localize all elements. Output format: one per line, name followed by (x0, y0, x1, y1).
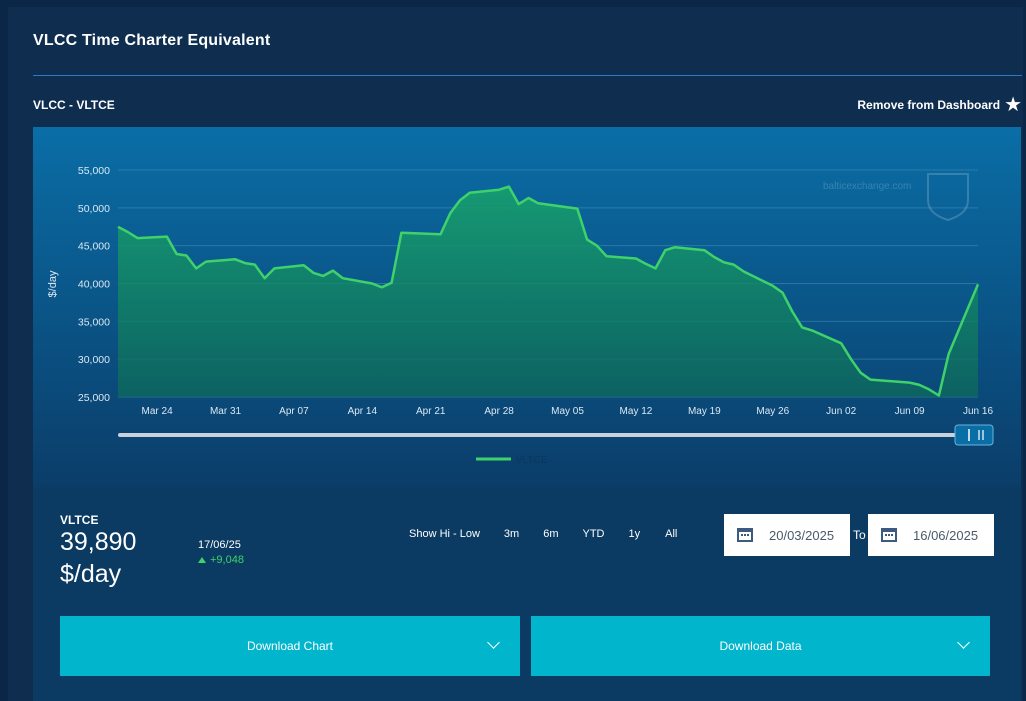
stats-panel: VLTCE 39,890 $/day 17/06/25 +9,048 Show … (33, 487, 1021, 701)
y-tick-label: 55,000 (78, 165, 110, 177)
x-tick-label: Apr 21 (416, 406, 446, 417)
y-tick-label: 40,000 (78, 279, 110, 291)
vltce-chart: 55,000 50,000 45,000 40,000 35,000 30,000 25,0… (47, 165, 994, 466)
calendar-icon (881, 528, 897, 542)
y-tick-label: 25,000 (78, 392, 110, 404)
y-tick-label: 45,000 (78, 241, 110, 253)
x-tick-label: Jun 09 (895, 406, 925, 417)
scrollbar-track (118, 433, 970, 437)
date-to-label: To (853, 528, 866, 542)
star-icon: ★ (1004, 94, 1022, 116)
range-all[interactable]: All (665, 528, 678, 540)
x-tick-label: May 12 (620, 406, 653, 417)
download-data-button[interactable]: Download Data (531, 616, 990, 676)
date-to-field[interactable]: 16/06/2025 (868, 514, 994, 556)
download-chart-button[interactable]: Download Chart (60, 616, 520, 676)
series-area (118, 186, 978, 397)
x-tick-label: Apr 14 (348, 406, 378, 417)
remove-from-dashboard-label: Remove from Dashboard (857, 98, 1001, 112)
x-tick-label: May 19 (688, 406, 721, 417)
x-tick-label: Apr 28 (484, 406, 514, 417)
x-tick-label: Mar 31 (210, 406, 242, 417)
x-tick-label: Jun 02 (826, 406, 856, 417)
watermark-logo (927, 173, 969, 222)
download-chart-label: Download Chart (246, 639, 334, 653)
y-tick-label: 50,000 (78, 203, 110, 215)
up-arrow-icon (198, 557, 206, 563)
x-tick-label: May 26 (756, 406, 789, 417)
range-6m[interactable]: 6m (543, 528, 559, 540)
calendar-icon (737, 528, 753, 542)
price-change-value: +9,048 (210, 554, 244, 566)
scrollbar-handle-icon[interactable] (954, 424, 994, 446)
series-line (117, 185, 980, 397)
chart-area[interactable]: 55,000 50,000 45,000 40,000 35,000 30,000 25,0… (33, 127, 1021, 487)
date-from-value: 20/03/2025 (769, 527, 835, 543)
watermark-text: balticexchange.com (823, 181, 911, 192)
y-tick-label: 35,000 (78, 316, 110, 328)
range-1y[interactable]: 1y (628, 528, 641, 540)
chevron-down-icon (957, 636, 970, 649)
chevron-down-icon (487, 636, 500, 649)
x-tick-label: Jun 16 (963, 406, 993, 417)
chart-subtitle: VLCC - VLTCE (33, 98, 115, 112)
date-to-value: 16/06/2025 (913, 527, 979, 543)
download-data-label: Download Data (719, 639, 802, 653)
range-buttons: Show Hi - Low 3m 6m YTD 1y All (409, 528, 677, 540)
range-ytd[interactable]: YTD (582, 528, 605, 540)
y-axis-label: $/day (47, 270, 59, 297)
range-3m[interactable]: 3m (503, 528, 520, 540)
price-value: 39,890 (60, 528, 137, 556)
price-date: 17/06/25 (198, 539, 241, 551)
x-tick-label: Mar 24 (142, 406, 174, 417)
panel-title: VLCC Time Charter Equivalent (33, 32, 271, 49)
legend-label: VLTCE (516, 455, 548, 466)
y-tick-label: 30,000 (78, 354, 110, 366)
date-from-field[interactable]: 20/03/2025 (724, 514, 850, 556)
title-divider (33, 75, 1022, 76)
price-unit: $/day (60, 560, 122, 588)
x-tick-label: Apr 07 (279, 406, 309, 417)
price-change: +9,048 (198, 554, 244, 566)
range-show-hi-low[interactable]: Show Hi - Low (409, 528, 480, 540)
x-tick-label: May 05 (551, 406, 584, 417)
ticker-label: VLTCE (60, 513, 99, 527)
remove-from-dashboard-button[interactable]: Remove from Dashboard ★ (857, 95, 1022, 115)
